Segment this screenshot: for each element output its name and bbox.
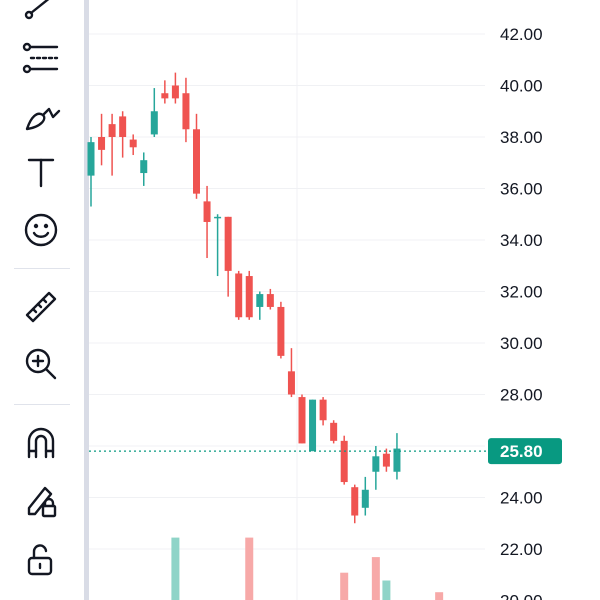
y-tick-label: 36.00 <box>500 180 543 199</box>
y-tick-label: 24.00 <box>500 489 543 508</box>
last-price-label: 25.80 <box>500 442 543 461</box>
magnet-icon[interactable] <box>14 416 68 470</box>
candle-body[interactable] <box>171 85 179 99</box>
candle-body[interactable] <box>298 397 306 444</box>
y-tick-label: 40.00 <box>500 77 543 96</box>
y-tick-label: 42.00 <box>500 25 543 44</box>
toolbar-divider <box>14 404 70 405</box>
y-tick-label: 38.00 <box>500 128 543 147</box>
last-price-tag <box>488 438 562 465</box>
candle-body[interactable] <box>277 306 285 356</box>
y-tick-label: 28.00 <box>500 386 543 405</box>
volume-bar <box>245 537 254 600</box>
candle-body[interactable] <box>214 216 222 219</box>
candle-body[interactable] <box>182 93 190 130</box>
candle-body[interactable] <box>287 371 295 395</box>
candle-body[interactable] <box>193 129 200 194</box>
candle-body[interactable] <box>161 93 169 99</box>
volume-bar <box>382 580 391 600</box>
fib-retracement-icon[interactable] <box>14 32 68 86</box>
volume-bar <box>371 557 380 600</box>
candle-body[interactable] <box>87 142 95 176</box>
candle-body[interactable] <box>361 489 369 508</box>
candle-body[interactable] <box>140 160 148 174</box>
toolbar-edge <box>84 0 89 600</box>
candle-body[interactable] <box>245 276 253 318</box>
y-tick-label: 20.00 <box>500 592 543 600</box>
y-tick-label: 30.00 <box>500 334 543 353</box>
emoji-icon[interactable] <box>14 203 68 257</box>
candle-body[interactable] <box>382 453 390 467</box>
unlock-icon[interactable] <box>14 533 68 587</box>
lock-drawing-icon[interactable] <box>14 473 68 527</box>
candle-body[interactable] <box>330 422 338 441</box>
drawing-toolbar <box>0 0 84 600</box>
candle-body[interactable] <box>119 116 127 137</box>
toolbar-divider <box>14 268 70 269</box>
candle-body[interactable] <box>203 201 211 222</box>
candle-body[interactable] <box>224 216 232 271</box>
candle-body[interactable] <box>150 111 158 135</box>
volume-bar <box>340 572 349 600</box>
candle-body[interactable] <box>351 487 359 516</box>
candle-body[interactable] <box>372 456 380 472</box>
candle-body[interactable] <box>309 399 317 452</box>
volume-bar <box>171 537 180 600</box>
brush-icon[interactable] <box>14 90 68 144</box>
candle-body[interactable] <box>319 399 327 421</box>
candle-body[interactable] <box>108 124 116 137</box>
candle-body[interactable] <box>256 294 264 307</box>
text-tool-icon[interactable] <box>14 145 68 199</box>
y-tick-label: 22.00 <box>500 540 543 559</box>
y-tick-label: 32.00 <box>500 283 543 302</box>
trend-line-icon[interactable] <box>14 0 68 32</box>
volume-bar <box>435 592 444 600</box>
candle-body[interactable] <box>340 440 348 483</box>
candle-body[interactable] <box>129 139 137 148</box>
candle-body[interactable] <box>98 137 106 150</box>
y-tick-label: 34.00 <box>500 231 543 250</box>
candle-body[interactable] <box>393 448 401 472</box>
ruler-icon[interactable] <box>14 280 68 334</box>
zoom-in-icon[interactable] <box>14 337 68 391</box>
candle-body[interactable] <box>266 294 274 307</box>
candle-body[interactable] <box>235 273 243 318</box>
